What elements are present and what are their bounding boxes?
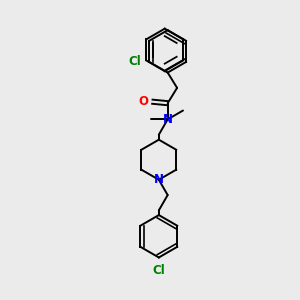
Text: Cl: Cl [152, 264, 165, 277]
Text: Cl: Cl [128, 56, 141, 68]
Text: N: N [163, 113, 173, 126]
Text: N: N [154, 173, 164, 186]
Text: O: O [138, 95, 148, 108]
